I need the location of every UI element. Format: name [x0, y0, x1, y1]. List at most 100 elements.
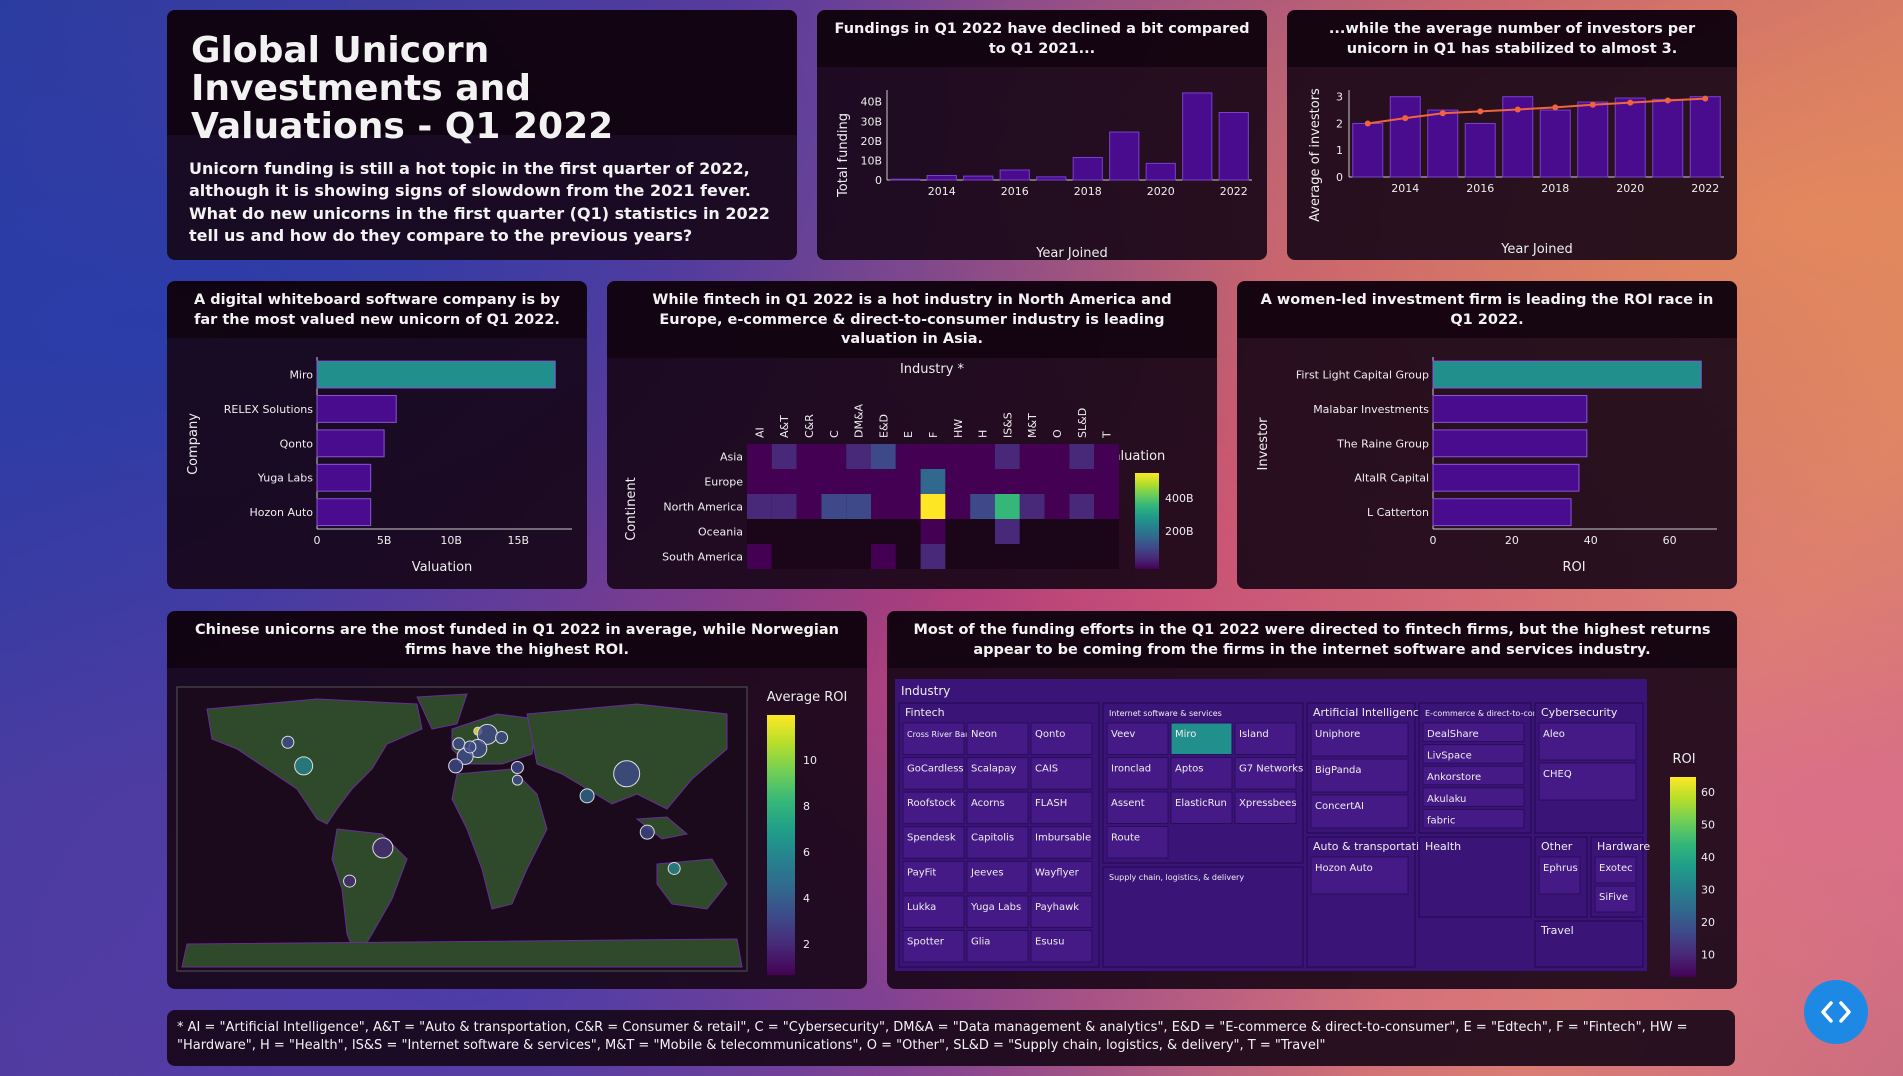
treemap-tile-label: fabric — [1427, 815, 1455, 826]
treemap-tile-label: CAIS — [1035, 764, 1058, 775]
treemap-tile-label: Acorns — [971, 798, 1005, 809]
map-chart-title: Chinese unicorns are the most funded in … — [167, 611, 867, 669]
treemap-tile-label: Ironclad — [1111, 764, 1151, 775]
treemap-tile-label: G7 Networks — [1239, 764, 1303, 775]
heatmap-cell — [796, 469, 822, 494]
investors-trend-point — [1364, 120, 1371, 127]
investors-x-tick: 2022 — [1691, 182, 1719, 195]
roi-bar — [1432, 395, 1588, 423]
treemap-tile — [1310, 722, 1409, 757]
map-colorbar-tick: 8 — [803, 800, 810, 813]
heatmap-cell — [945, 469, 971, 494]
funding-x-tick: 2018 — [1074, 185, 1102, 198]
treemap-group-label: Internet software & services — [1109, 709, 1222, 718]
treemap-tile-label: SiFive — [1599, 892, 1628, 903]
heatmap-cell — [796, 519, 822, 544]
asia-shape — [526, 703, 728, 810]
treemap-tile — [1422, 787, 1525, 807]
heatmap-cell — [1069, 544, 1095, 569]
heatmap-cell — [995, 519, 1020, 544]
heatmap-y-label: South America — [662, 551, 743, 564]
heatmap-x-label: F — [927, 432, 940, 438]
treemap-tile-label: Spendesk — [907, 833, 956, 844]
treemap-tile — [1310, 794, 1409, 829]
heatmap-cell — [1019, 469, 1045, 494]
map-marker-netherlands — [463, 740, 477, 754]
treemap-tile — [1310, 758, 1409, 793]
treemap-tile-label: DealShare — [1427, 729, 1479, 740]
investors-bar — [1539, 109, 1571, 178]
investors-bar — [1389, 96, 1421, 178]
funding-ylabel: Total funding — [836, 113, 851, 198]
investors-trend-point — [1514, 106, 1521, 113]
roi-category-label: Malabar Investments — [1313, 403, 1429, 416]
heatmap-cell — [970, 494, 995, 519]
heatmap-x-label: E — [902, 431, 915, 438]
heatmap-cell — [1044, 469, 1070, 494]
heatmap-cell — [995, 494, 1020, 519]
heatmap-cell — [1044, 494, 1070, 519]
treemap-tile-label: Uniphore — [1315, 729, 1360, 740]
map-colorbar-title: Average ROI — [767, 690, 848, 705]
treemap-tile — [966, 791, 1029, 825]
funding-chart-title: Fundings in Q1 2022 have declined a bit … — [817, 10, 1267, 68]
investors-xlabel: Year Joined — [1500, 242, 1573, 257]
investors-chart: Average of investors Year Joined 0 1 2 3 201… — [1308, 88, 1724, 257]
treemap-tile — [902, 895, 965, 928]
treemap-chart-title: Most of the funding efforts in the Q1 20… — [887, 611, 1737, 669]
heatmap-x-label: DM&A — [853, 403, 866, 438]
treemap-tile — [1538, 722, 1637, 761]
roi-x-tick: 20 — [1505, 534, 1519, 547]
roi-chart: Investor ROI First Light Capital Group Ma… — [1256, 357, 1717, 575]
treemap-tile — [1030, 757, 1093, 790]
treemap-tile-label: Lukka — [907, 902, 936, 913]
heatmap-cell — [995, 444, 1020, 469]
treemap-group — [1534, 920, 1644, 968]
map-marker-brazil — [372, 837, 394, 859]
map-marker-australia — [667, 861, 681, 875]
treemap-tile — [1234, 757, 1297, 790]
treemap-tile — [966, 895, 1029, 928]
treemap-tile-label: Ephrus — [1543, 863, 1578, 874]
north-america-shape — [206, 698, 423, 825]
investors-trend-point — [1627, 99, 1634, 106]
investors-trend-point — [1664, 97, 1671, 104]
treemap-tile — [1030, 895, 1093, 928]
heatmap-chart-title: While fintech in Q1 2022 is a hot indust… — [607, 281, 1217, 358]
heatmap-cell — [771, 494, 797, 519]
funding-bar — [1109, 131, 1140, 181]
company-bar — [316, 498, 372, 527]
treemap-tile — [1422, 722, 1525, 743]
heatmap-cell — [1069, 519, 1095, 544]
heatmap-colorbar-tick: 400B — [1165, 492, 1194, 505]
treemap-tile-label: Neon — [971, 729, 997, 740]
heatmap-cell — [1094, 519, 1119, 544]
treemap-tile — [966, 757, 1029, 790]
heatmap-colorbar — [1135, 473, 1159, 569]
world-map-chart: Average ROI 10 8 6 4 2 — [176, 686, 848, 975]
company-category-label: Yuga Labs — [257, 472, 314, 485]
roi-category-label: First Light Capital Group — [1296, 369, 1429, 382]
treemap-group-label: E-commerce & direct-to-consumer — [1425, 709, 1564, 718]
funding-bar — [1145, 162, 1176, 181]
code-icon — [1821, 1001, 1851, 1023]
investors-y-tick: 2 — [1336, 117, 1343, 130]
treemap-tile — [966, 929, 1029, 963]
treemap-tile-label: GoCardless — [907, 764, 964, 775]
map-colorbar — [767, 715, 795, 975]
heatmap-cell — [846, 544, 871, 569]
investors-y-tick: 1 — [1336, 144, 1343, 157]
company-x-tick: 5B — [377, 534, 392, 547]
heatmap-colorbar-title: Valuation — [1105, 449, 1166, 464]
heatmap-cell — [1069, 494, 1095, 519]
code-toggle-button[interactable] — [1804, 980, 1868, 1044]
treemap-tile-label: Ankorstore — [1427, 772, 1481, 783]
treemap-tile-label: LivSpace — [1427, 751, 1472, 762]
treemap-tile — [1030, 791, 1093, 825]
company-card: A digital whiteboard software company is… — [167, 281, 587, 589]
treemap-tile — [902, 791, 965, 825]
greenland-shape — [416, 693, 468, 730]
company-bar — [316, 463, 372, 492]
heatmap-x-label: C&R — [803, 414, 816, 438]
treemap-group-label: Travel — [1540, 924, 1574, 937]
